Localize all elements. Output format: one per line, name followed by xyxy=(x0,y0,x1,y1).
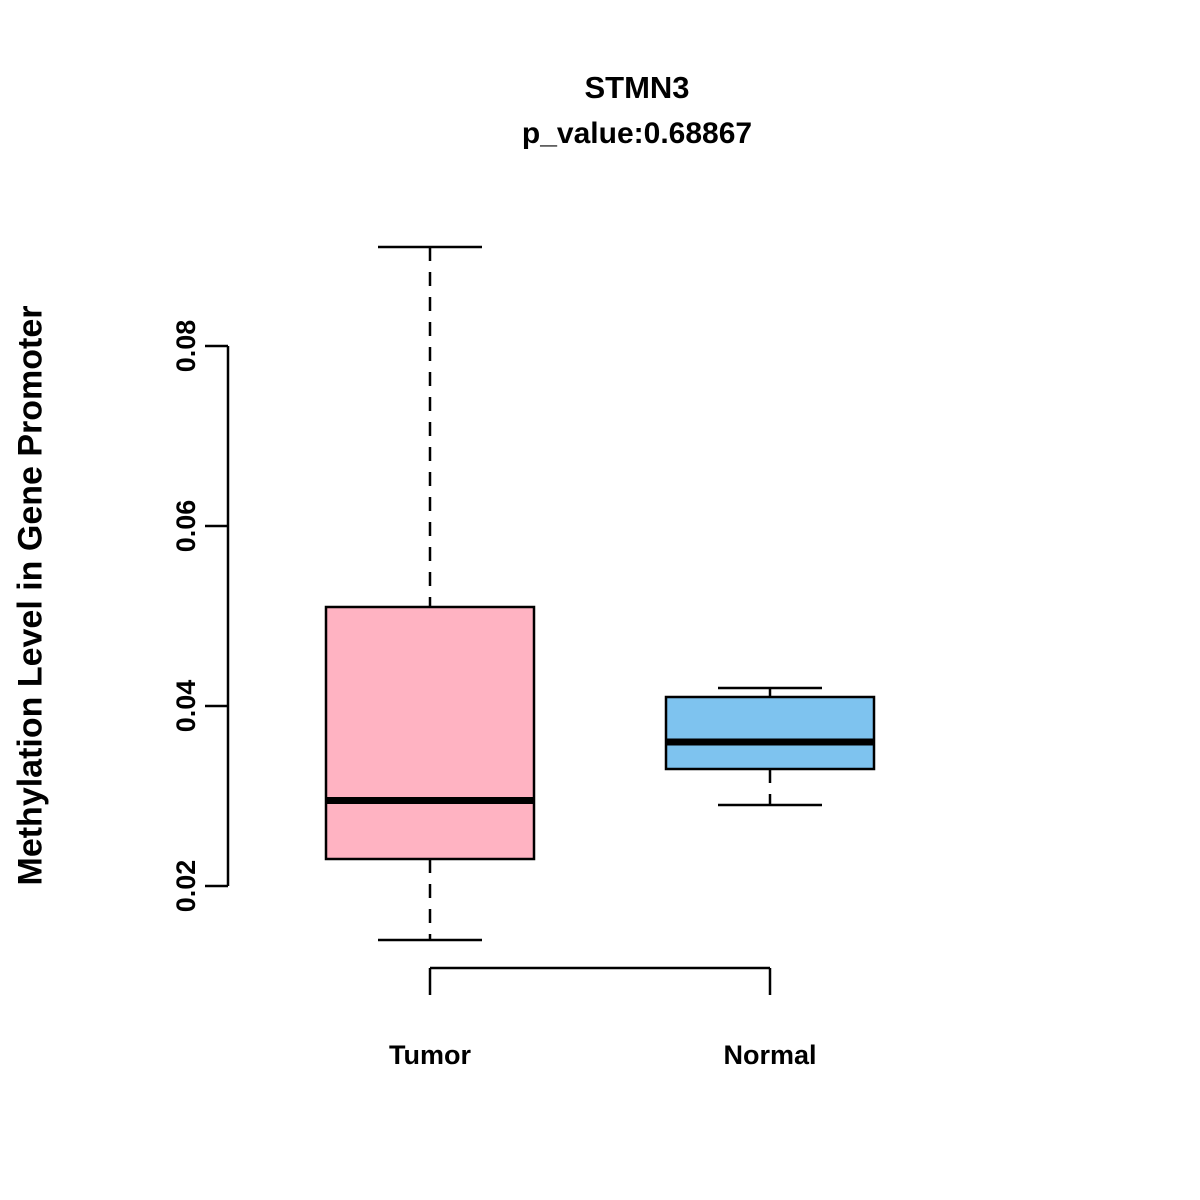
chart-title: STMN3 xyxy=(584,70,690,105)
tumor-box xyxy=(324,605,536,861)
y-axis-tick-label: 0.02 xyxy=(171,860,201,913)
x-category-label-normal: Normal xyxy=(723,1040,817,1070)
y-axis-tick-label: 0.06 xyxy=(171,500,201,553)
chart-subtitle-pvalue: p_value:0.68867 xyxy=(521,117,753,150)
x-category-label-tumor: Tumor xyxy=(389,1040,471,1070)
y-axis-tick-label: 0.04 xyxy=(171,680,201,733)
y-axis-tick-label: 0.08 xyxy=(171,320,201,373)
normal-box xyxy=(664,695,876,771)
title-block: STMN3 p_value:0.68867 xyxy=(80,72,1194,151)
